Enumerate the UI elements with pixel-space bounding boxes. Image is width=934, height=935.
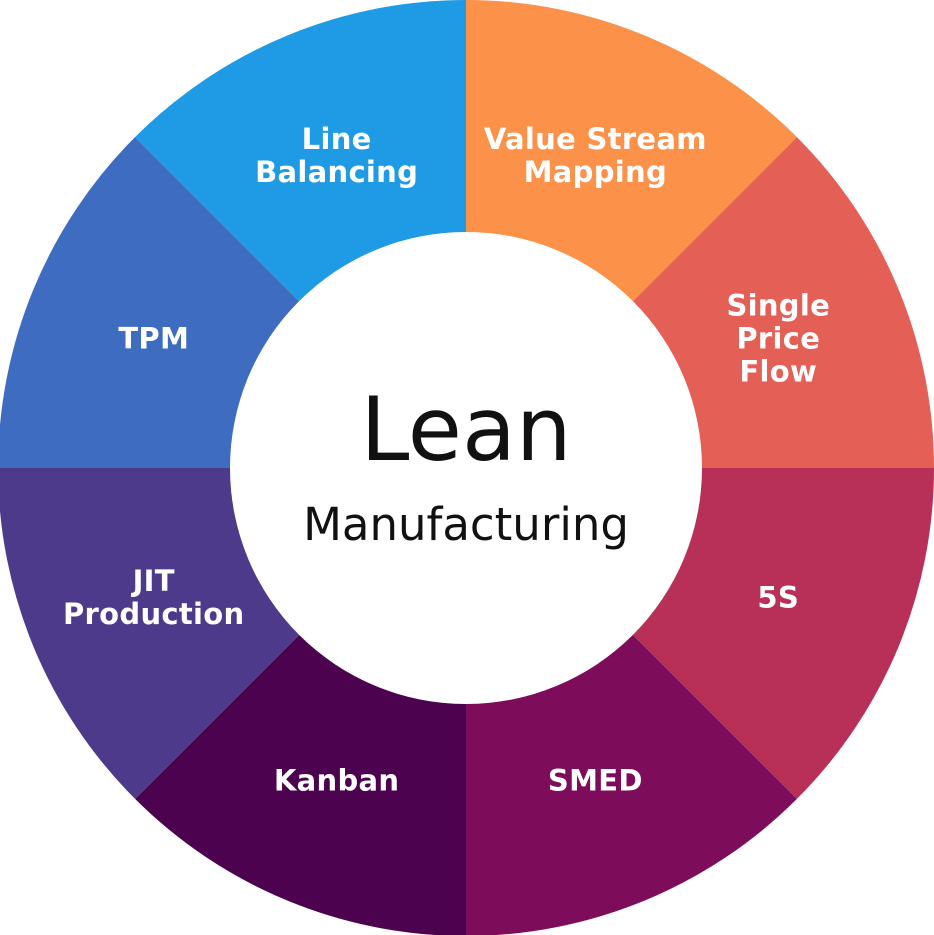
- label-line-balancing: Line Balancing: [255, 122, 418, 189]
- label-kanban: Kanban: [274, 763, 399, 797]
- label-jit-production: JIT Production: [63, 564, 244, 631]
- segment-labels: Value Stream Mapping Single Price Flow 5S SMED…: [63, 122, 830, 797]
- label-tpm: TPM: [118, 322, 189, 356]
- label-single-price-flow: Single Price Flow: [726, 289, 830, 389]
- center-title: Lean: [360, 378, 571, 481]
- label-5s: 5S: [757, 580, 799, 614]
- center-hub: [230, 232, 702, 704]
- label-value-stream-mapping: Value Stream Mapping: [484, 122, 707, 189]
- center-subtitle: Manufacturing: [303, 498, 629, 551]
- label-smed: SMED: [548, 763, 643, 797]
